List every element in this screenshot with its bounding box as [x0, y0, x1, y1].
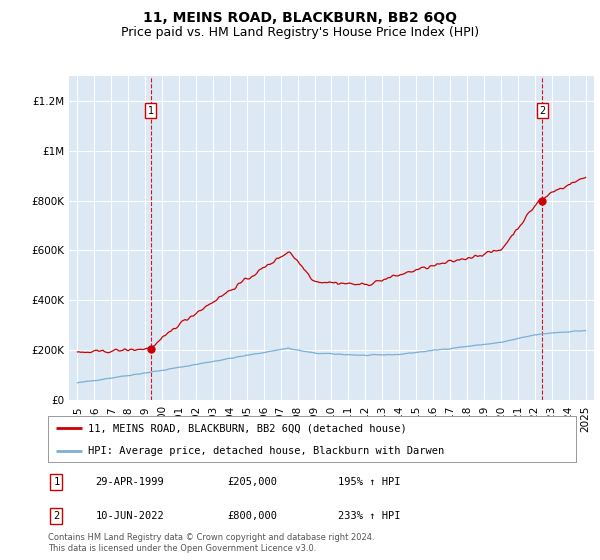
Text: 11, MEINS ROAD, BLACKBURN, BB2 6QQ: 11, MEINS ROAD, BLACKBURN, BB2 6QQ — [143, 11, 457, 25]
Text: Contains HM Land Registry data © Crown copyright and database right 2024.
This d: Contains HM Land Registry data © Crown c… — [48, 533, 374, 553]
Text: 195% ↑ HPI: 195% ↑ HPI — [338, 477, 401, 487]
Text: 2: 2 — [539, 106, 545, 115]
Text: £205,000: £205,000 — [227, 477, 278, 487]
Text: 10-JUN-2022: 10-JUN-2022 — [95, 511, 164, 521]
Text: 233% ↑ HPI: 233% ↑ HPI — [338, 511, 401, 521]
Text: 1: 1 — [53, 477, 59, 487]
Text: 1: 1 — [148, 106, 154, 115]
Text: 29-APR-1999: 29-APR-1999 — [95, 477, 164, 487]
Text: 2: 2 — [53, 511, 59, 521]
Text: HPI: Average price, detached house, Blackburn with Darwen: HPI: Average price, detached house, Blac… — [88, 446, 444, 455]
Text: 11, MEINS ROAD, BLACKBURN, BB2 6QQ (detached house): 11, MEINS ROAD, BLACKBURN, BB2 6QQ (deta… — [88, 423, 406, 433]
Text: £800,000: £800,000 — [227, 511, 278, 521]
Text: Price paid vs. HM Land Registry's House Price Index (HPI): Price paid vs. HM Land Registry's House … — [121, 26, 479, 39]
